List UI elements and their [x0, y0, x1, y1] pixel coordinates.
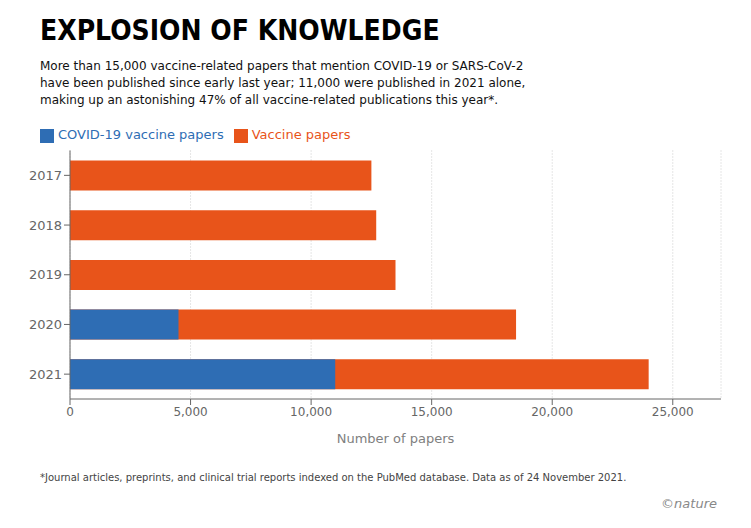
- html-text:Vaccine papers: Vaccine papers: [251, 127, 351, 142]
- svg-text:2019: 2019: [29, 267, 62, 282]
- html-text:©nature: ©nature: [661, 496, 717, 511]
- html-text:More than 15,000 vaccine-relat: More than 15,000 vaccine-related papers …: [40, 59, 526, 107]
- svg-text:0: 0: [66, 405, 74, 419]
- svg-text:2020: 2020: [29, 317, 62, 332]
- html-text:EXPLOSION OF KNOWLEDGE: EXPLOSION OF KNOWLEDGE: [40, 14, 440, 47]
- svg-text:2018: 2018: [29, 218, 62, 233]
- html-text:*Journal articles, preprints,: *Journal articles, preprints, and clinic…: [40, 472, 627, 483]
- html-text:COVID-19 vaccine papers: COVID-19 vaccine papers: [58, 127, 224, 142]
- svg-text:20,000: 20,000: [531, 405, 573, 419]
- svg-text:2021: 2021: [29, 367, 62, 382]
- svg-text:5,000: 5,000: [173, 405, 207, 419]
- svg-text:Number of papers: Number of papers: [337, 431, 455, 446]
- svg-text:25,000: 25,000: [652, 405, 694, 419]
- svg-text:10,000: 10,000: [290, 405, 332, 419]
- svg-text:15,000: 15,000: [411, 405, 453, 419]
- svg-text:2017: 2017: [29, 168, 62, 183]
